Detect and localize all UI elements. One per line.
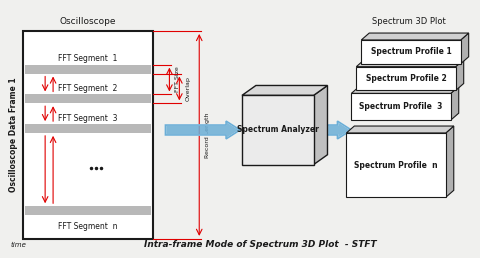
Text: FFT Size: FFT Size	[175, 67, 180, 92]
Polygon shape	[327, 121, 351, 139]
Text: Intra-frame Mode of Spectrum 3D Plot  - STFT: Intra-frame Mode of Spectrum 3D Plot - S…	[144, 240, 376, 249]
Bar	[23, 31, 153, 239]
Text: Record Length: Record Length	[205, 112, 210, 158]
Bar	[25, 94, 151, 103]
Text: FFT Segment  n: FFT Segment n	[58, 222, 118, 231]
Bar	[242, 95, 313, 165]
Text: Spectrum Profile 1: Spectrum Profile 1	[371, 47, 451, 56]
Bar	[351, 93, 451, 120]
Text: FFT Segment  3: FFT Segment 3	[58, 114, 118, 123]
Bar	[356, 67, 456, 90]
Polygon shape	[361, 33, 468, 40]
Polygon shape	[166, 121, 240, 139]
Polygon shape	[242, 85, 327, 95]
Text: Spectrum Profile 2: Spectrum Profile 2	[366, 74, 446, 83]
Polygon shape	[446, 126, 454, 197]
Bar	[347, 133, 446, 197]
Text: Spectrum Analyzer: Spectrum Analyzer	[237, 125, 319, 134]
Bar	[361, 40, 461, 64]
Polygon shape	[451, 86, 459, 120]
Text: Spectrum Profile  n: Spectrum Profile n	[354, 161, 438, 170]
Text: Spectrum Profile  3: Spectrum Profile 3	[360, 102, 443, 111]
Bar	[25, 124, 151, 133]
Polygon shape	[456, 60, 464, 90]
Text: Oscilloscope: Oscilloscope	[60, 17, 116, 26]
Text: Oscilloscope Data Frame 1: Oscilloscope Data Frame 1	[9, 78, 18, 192]
Text: time: time	[11, 242, 26, 248]
Polygon shape	[351, 86, 459, 93]
Text: Overlap: Overlap	[185, 76, 190, 101]
Polygon shape	[313, 85, 327, 165]
Polygon shape	[356, 60, 464, 67]
Text: FFT Segment  1: FFT Segment 1	[58, 54, 118, 63]
Text: Spectrum 3D Plot: Spectrum 3D Plot	[372, 17, 446, 26]
Polygon shape	[347, 126, 454, 133]
Bar	[25, 206, 151, 215]
Text: FFT Segment  2: FFT Segment 2	[58, 84, 118, 93]
Polygon shape	[461, 33, 468, 64]
Bar	[25, 65, 151, 74]
